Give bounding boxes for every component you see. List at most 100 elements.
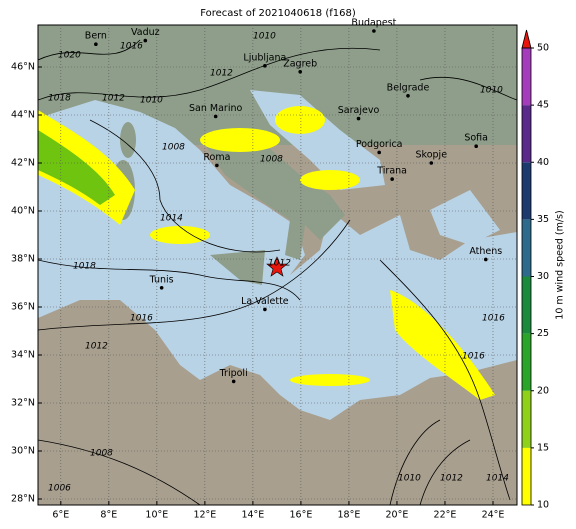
isobar-label: 1010 [398, 474, 421, 484]
map-area [38, 25, 517, 505]
x-tick-label: 22°E [434, 510, 457, 521]
isobar [38, 47, 381, 101]
y-tick-label: 34°N [11, 350, 35, 361]
city-dot [406, 94, 410, 98]
city-label: San Marino [189, 103, 242, 114]
colorbar-tick-label: 15 [537, 442, 549, 453]
colorbar-tick-label: 10 [537, 500, 549, 511]
isobar-label: 1010 [140, 96, 163, 106]
y-tick-label: 42°N [11, 158, 35, 169]
isobar [38, 39, 141, 61]
isobar-label: 1010 [480, 86, 503, 96]
city-label: Budapest [351, 18, 396, 29]
isobar-label: 1014 [160, 214, 183, 224]
x-tick-label: 12°E [193, 510, 216, 521]
colorbar-tick-label: 50 [537, 43, 549, 54]
isobar [389, 419, 441, 505]
y-tick-label: 30°N [11, 446, 35, 457]
y-tick-label: 36°N [11, 302, 35, 313]
isobar-label: 1008 [90, 449, 113, 459]
wind-area [150, 226, 210, 244]
city-dot [159, 286, 164, 290]
y-tick-label: 28°N [11, 494, 35, 505]
isobar [38, 439, 201, 505]
colorbar-segment [522, 447, 531, 505]
x-tick-label: 24°E [482, 510, 505, 521]
wind-area [200, 128, 280, 152]
city-label: Ljubljana [243, 52, 286, 63]
city-dot [377, 150, 381, 155]
city-dot [213, 114, 218, 119]
y-tick-label: 32°N [11, 398, 35, 409]
corsica [120, 122, 136, 158]
colorbar-segment [522, 276, 531, 334]
colorbar-segment [522, 333, 531, 391]
isobar-label: 1018 [73, 262, 96, 272]
y-tick-label: 38°N [11, 254, 35, 265]
x-tick-label: 14°E [241, 510, 264, 521]
city-label: Tirana [376, 166, 407, 177]
x-tick-label: 6°E [52, 510, 69, 521]
city-dot [231, 379, 236, 384]
isobar-label: 1012 [85, 342, 108, 352]
isobar-label: 1020 [58, 51, 81, 61]
isobar [419, 76, 517, 101]
colorbar-segment [522, 48, 531, 106]
wind-area [38, 130, 115, 205]
city-dot [94, 42, 98, 46]
colorbar-tick-label: 40 [537, 157, 549, 168]
colorbar-extend [521, 29, 532, 49]
city-label: Belgrade [387, 82, 430, 93]
city-label: Sarajevo [338, 105, 380, 116]
colorbar-label: 10 m wind speed (m/s) [555, 210, 566, 319]
isobar-label: 1008 [162, 143, 185, 153]
city-label: Podgorica [356, 139, 403, 150]
isobar-label: 1012 [210, 69, 233, 79]
city-dot [263, 307, 267, 312]
isobar [379, 259, 511, 501]
city-dot [429, 161, 434, 165]
city-dot [356, 116, 361, 121]
map-frame [37, 24, 518, 506]
city-label: Sofia [464, 133, 488, 144]
city-dot [372, 29, 376, 33]
isobar [38, 219, 351, 331]
wind-area [300, 170, 360, 190]
city-label: La Valette [241, 296, 289, 307]
colorbar-segment [522, 162, 531, 220]
y-tick-label: 46°N [11, 62, 35, 73]
city-label: Roma [203, 152, 230, 163]
colorbar-tick-label: 45 [537, 100, 549, 111]
city-dot [298, 70, 302, 74]
x-tick-label: 16°E [289, 510, 312, 521]
isobar [419, 439, 471, 505]
x-tick-label: 20°E [386, 510, 409, 521]
title: Forecast of 2021040618 (f168) [200, 8, 356, 19]
aegean [430, 190, 500, 245]
wind-area [275, 106, 325, 134]
city-label: Athens [469, 246, 502, 257]
city-dot [483, 257, 488, 262]
city-label: Vaduz [131, 27, 160, 38]
y-tick-label: 44°N [11, 110, 35, 121]
city-dot [474, 144, 478, 148]
isobar [89, 119, 281, 253]
x-tick-label: 18°E [338, 510, 361, 521]
isobar-label: 1012 [440, 474, 463, 484]
wind-area [290, 374, 370, 386]
colorbar-segment [522, 219, 531, 277]
colorbar-tick-label: 20 [537, 385, 549, 396]
city-label: Bern [85, 31, 107, 42]
isobar-label: 1012 [102, 94, 125, 104]
isobar-label: 1018 [48, 94, 71, 104]
isobar-label: 1010 [253, 32, 276, 42]
colorbar-tick-label: 30 [537, 271, 549, 282]
isobar-label: 1008 [260, 155, 283, 165]
colorbar-tick-label: 25 [537, 328, 549, 339]
isobar-label: 1006 [48, 484, 71, 494]
isobar-label: 1012 [268, 259, 291, 269]
city-label: Zagreb [283, 58, 317, 69]
city-label: Tunis [149, 274, 174, 285]
isobar-label: 1016 [120, 42, 143, 52]
